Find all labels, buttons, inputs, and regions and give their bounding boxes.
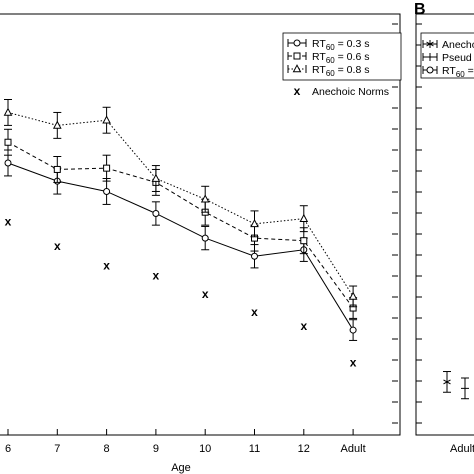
- panel-a-x-axis-title: Age: [171, 462, 191, 474]
- data-point-triangle: [3, 107, 13, 116]
- asterisk-stroke: [443, 379, 451, 385]
- legend-label-circle: RT60 = 0.3 s: [312, 38, 369, 52]
- panel-b-point-plus: [461, 384, 469, 393]
- series-line-triangle: [7, 111, 354, 297]
- data-point-circle: [201, 234, 209, 242]
- data-point-triangle: [102, 115, 111, 124]
- data-point-triangle: [348, 291, 358, 300]
- legend-label-square: RT60 = 0.6 s: [312, 51, 369, 65]
- panel-a-x-ticks: 6 7 8 9 10 11 12 Adult: [5, 429, 366, 455]
- x-tick-label: Adult: [341, 443, 366, 455]
- data-point-square: [103, 164, 111, 172]
- panel-a-plot-frame: [0, 13, 401, 436]
- panel-b-legend-marker-plus: [426, 53, 434, 61]
- data-point-triangle: [52, 120, 62, 129]
- x-tick-label: 9: [153, 443, 159, 455]
- panel-b-legend: AnechoPseudRT60 =: [420, 32, 474, 79]
- panel-b-y-ticks: [416, 23, 422, 424]
- data-point-x: x: [251, 305, 258, 319]
- legend-marker-triangle: [292, 64, 302, 73]
- data-point-x: x: [153, 269, 160, 283]
- legend-label-triangle: RT60 = 0.8 s: [312, 64, 369, 78]
- panel-b-x-tick-adult: Adult: [450, 443, 474, 455]
- data-point-triangle: [250, 218, 259, 228]
- data-point-x: x: [202, 287, 209, 301]
- panel-b-legend-marker-asterisk: [426, 40, 434, 48]
- panel-a-y-ticks: [392, 23, 398, 424]
- panel-b-letter: B: [414, 1, 426, 18]
- data-point-x: x: [54, 239, 61, 253]
- data-point-x: x: [300, 319, 307, 333]
- x-tick-label: 10: [199, 443, 211, 455]
- panel-a-series: x x x x x x x x: [3, 98, 358, 369]
- x-tick-label: 7: [54, 443, 60, 455]
- legend-marker-square: [293, 52, 301, 60]
- series-line-circle: [7, 162, 354, 331]
- panel-b-legend-marker-circle: [426, 66, 434, 74]
- x-tick-label: 12: [298, 443, 310, 455]
- panel-b-legend-label: RT60 =: [442, 65, 474, 79]
- data-point-x: x: [103, 258, 110, 272]
- data-point-circle: [4, 159, 12, 167]
- panel-b-legend-label: Pseud: [442, 52, 472, 64]
- data-point-square: [53, 165, 61, 173]
- asterisk-stroke: [426, 41, 434, 47]
- panel-b-legend-label: Anecho: [442, 39, 474, 51]
- x-tick-label: 11: [249, 443, 260, 455]
- panel-b-plot-frame: [415, 13, 474, 436]
- data-point-circle: [349, 326, 357, 334]
- data-point-triangle: [200, 194, 210, 203]
- data-point-triangle: [151, 173, 161, 182]
- data-point-circle: [152, 209, 160, 217]
- series-line-square: [7, 141, 354, 309]
- anechoic-norms-legend-marker: x: [294, 84, 301, 98]
- data-point-x: x: [5, 214, 12, 228]
- panel-b-point-asterisk: [443, 377, 451, 386]
- x-tick-label: 8: [104, 443, 110, 455]
- anechoic-norms-legend-label: Anechoic Norms: [312, 86, 389, 98]
- legend-marker-circle: [293, 39, 301, 47]
- data-point-x: x: [350, 355, 357, 369]
- data-point-square: [300, 237, 308, 245]
- panel-b-points: [443, 371, 469, 400]
- x-tick-label: 6: [5, 443, 11, 455]
- data-point-square: [4, 138, 12, 146]
- data-point-circle: [103, 187, 111, 195]
- data-point-triangle: [299, 213, 309, 222]
- data-point-circle: [251, 252, 258, 260]
